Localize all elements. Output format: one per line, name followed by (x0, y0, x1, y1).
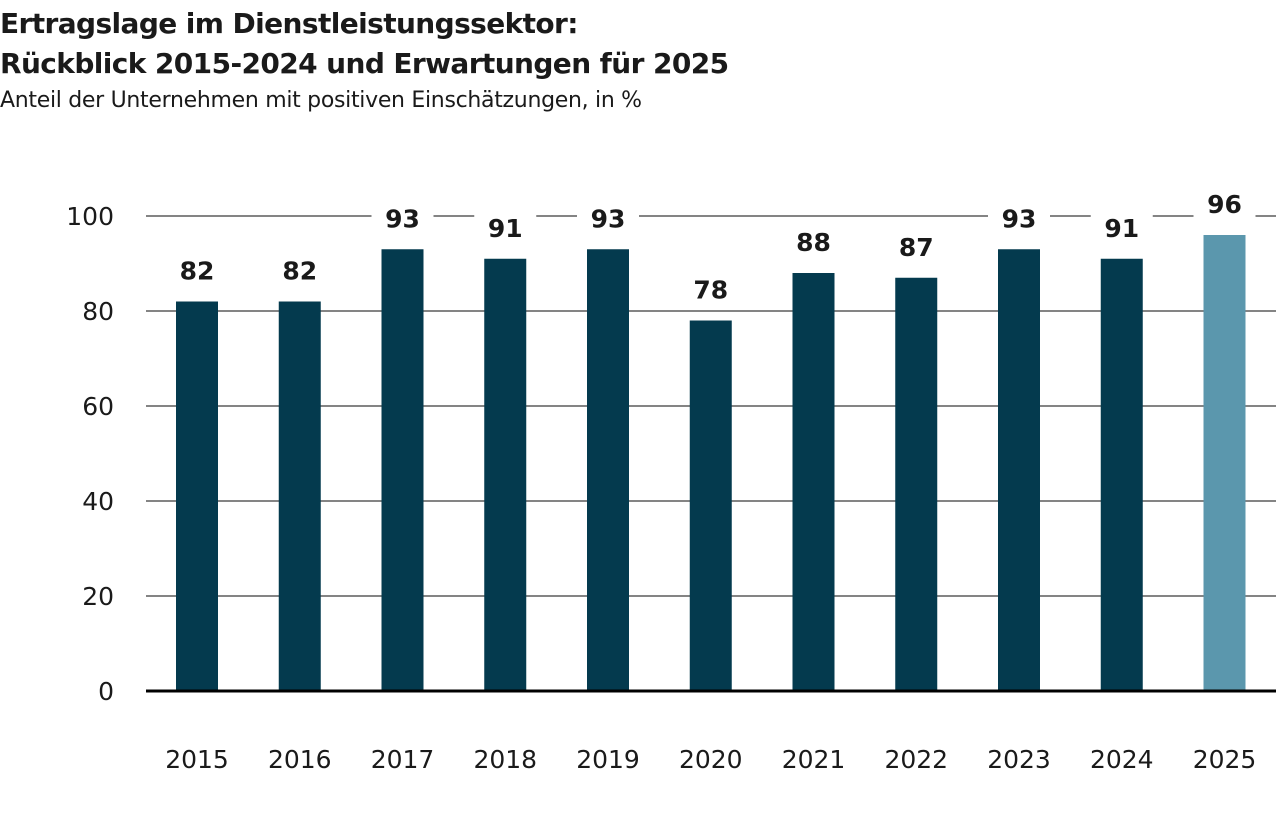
x-tick-label: 2019 (576, 745, 640, 774)
value-label-background (474, 212, 537, 245)
x-tick-label: 2016 (268, 745, 332, 774)
y-tick-label: 0 (98, 677, 114, 706)
chart-subtitle: Anteil der Unternehmen mit positiven Ein… (0, 88, 642, 113)
x-tick-label: 2023 (987, 745, 1051, 774)
value-label-2023: 93 (1002, 204, 1037, 233)
chart-title-line-2: Rückblick 2015-2024 und Erwartungen für … (0, 47, 729, 80)
value-label-background (782, 227, 845, 259)
value-label-2018: 91 (488, 214, 523, 243)
x-tick-label: 2015 (165, 745, 229, 774)
value-label-2024: 91 (1104, 214, 1139, 243)
value-label-background (988, 203, 1050, 236)
value-label-2021: 88 (796, 228, 831, 257)
bar-2017 (381, 249, 424, 691)
y-tick-label: 100 (66, 202, 114, 231)
value-label-background (1090, 212, 1153, 245)
value-label-2015: 82 (180, 257, 215, 286)
y-tick-label: 20 (82, 582, 114, 611)
value-label-background (577, 203, 639, 236)
bar-2024 (1100, 258, 1143, 691)
bar-2023 (998, 249, 1040, 691)
value-label-background (885, 231, 948, 264)
x-tick-label: 2017 (371, 745, 435, 774)
y-tick-label: 40 (82, 487, 114, 516)
chart-title-line-1: Ertragslage im Dienstleistungssektor: (0, 7, 578, 40)
value-label-background (679, 274, 742, 307)
bar-2020 (689, 320, 732, 691)
labels: 0 20 40 60 80 100 82 82 93 91 93 78 88 87 93 91 96 2015 20… (66, 189, 1256, 774)
chart-header: Ertragslage im Dienstleistungssektor: Rü… (0, 4, 729, 116)
bars (176, 235, 1246, 691)
bar-2019 (587, 249, 629, 691)
bar-2016 (278, 301, 321, 691)
value-label-background (1193, 189, 1256, 221)
value-label-background (166, 255, 228, 288)
bar-2025 (1203, 235, 1246, 691)
x-tick-label: 2021 (782, 745, 846, 774)
grid-lines (146, 215, 1276, 597)
value-label-background (371, 203, 434, 236)
value-label-2017: 93 (385, 204, 420, 233)
bar-2015 (176, 301, 218, 691)
x-tick-label: 2024 (1090, 745, 1154, 774)
x-tick-label: 2025 (1193, 745, 1257, 774)
y-tick-label: 80 (82, 297, 114, 326)
value-label-2022: 87 (899, 233, 934, 262)
value-label-2020: 78 (693, 276, 728, 305)
x-tick-label: 2018 (473, 745, 537, 774)
x-tick-label: 2020 (679, 745, 743, 774)
value-label-2025: 96 (1207, 190, 1242, 219)
bar-2021 (792, 273, 835, 691)
value-label-2016: 82 (282, 257, 317, 286)
y-tick-label: 60 (82, 392, 114, 421)
bar-2022 (895, 277, 938, 691)
x-tick-label: 2022 (884, 745, 948, 774)
value-label-2019: 93 (591, 204, 626, 233)
bar-2018 (484, 258, 527, 691)
value-label-background (268, 255, 331, 288)
